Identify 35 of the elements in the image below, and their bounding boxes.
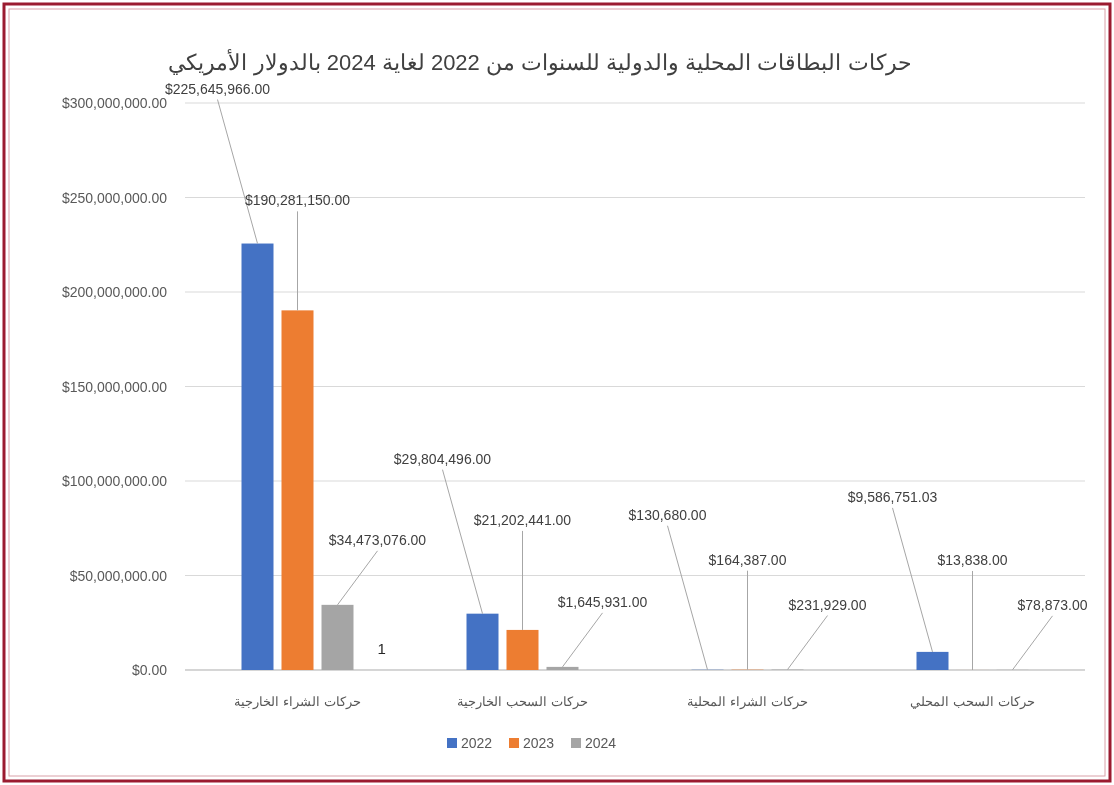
y-tick-label: $0.00 <box>131 662 168 678</box>
legend-label: 2022 <box>461 735 493 751</box>
y-tick-label: $300,000,000.00 <box>61 95 168 111</box>
data-label: $78,873.00 <box>1017 596 1088 613</box>
bar <box>241 243 274 670</box>
data-label: $190,281,150.00 <box>244 192 351 209</box>
bar <box>281 310 314 670</box>
data-label: $164,387.00 <box>708 551 787 568</box>
bar <box>506 629 539 670</box>
bar <box>321 604 354 670</box>
x-tick-label: حركات الشراء المحلية <box>687 694 808 710</box>
x-tick-label: حركات الشراء الخارجية <box>234 694 361 710</box>
y-tick-label: $150,000,000.00 <box>61 378 168 395</box>
data-label: $34,473,076.00 <box>328 531 427 548</box>
bar <box>916 651 949 670</box>
bar <box>466 613 499 670</box>
y-tick-label: $250,000,000.00 <box>61 189 168 206</box>
bar <box>546 666 579 670</box>
legend-label: 2023 <box>523 735 555 751</box>
y-tick-label: $100,000,000.00 <box>61 473 168 489</box>
x-tick-label: حركات السحب المحلي <box>910 694 1035 710</box>
legend-label: 2024 <box>585 735 617 751</box>
data-label: $21,202,441.00 <box>473 511 572 528</box>
x-tick-label: حركات السحب الخارجية <box>457 694 588 710</box>
data-label: $130,680.00 <box>628 506 707 523</box>
data-label: $225,645,966.00 <box>164 80 271 97</box>
data-label: $13,838.00 <box>937 551 1008 568</box>
data-label: $9,586,751.03 <box>847 488 938 505</box>
y-tick-label: $50,000,000.00 <box>69 567 168 584</box>
y-tick-label: $200,000,000.00 <box>61 284 168 300</box>
data-label: $231,929.00 <box>788 596 867 613</box>
chart-title: حركات البطاقات المحلية والدولية للسنوات من 2022 لغاية 2024 بالدولار الأمريكي <box>168 48 912 76</box>
data-label: $29,804,496.00 <box>393 450 492 467</box>
annotation: 1 <box>377 640 386 657</box>
data-label: $1,645,931.00 <box>557 593 648 610</box>
